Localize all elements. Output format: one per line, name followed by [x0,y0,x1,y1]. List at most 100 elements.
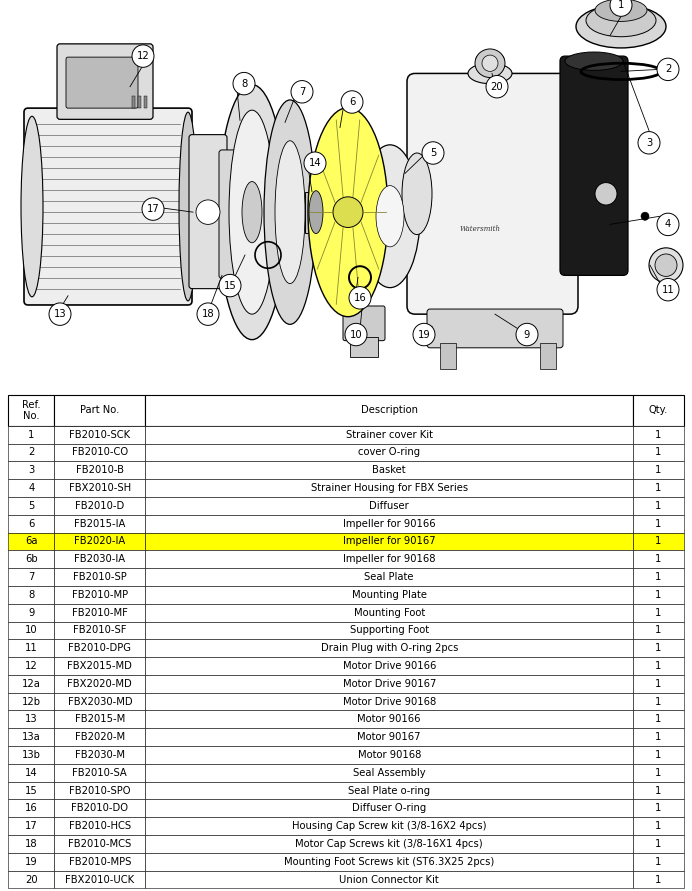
Text: Motor Drive 90167: Motor Drive 90167 [343,679,436,689]
Text: 1: 1 [655,519,662,528]
Text: Motor Drive 90168: Motor Drive 90168 [343,697,436,707]
Bar [633,551,684,568]
Bar [633,710,684,728]
Text: 12b: 12b [21,697,41,707]
Text: FB2010-D: FB2010-D [75,501,125,511]
Text: Motor Drive 90166: Motor Drive 90166 [343,661,436,671]
FancyBboxPatch shape [560,56,628,275]
Text: Strainer Housing for FBX Series: Strainer Housing for FBX Series [311,483,468,493]
Text: 11: 11 [25,643,37,653]
Ellipse shape [595,0,647,21]
Circle shape [657,213,679,235]
Text: 10: 10 [349,330,363,339]
Bar [633,746,684,764]
Text: 1: 1 [655,661,662,671]
Text: 12a: 12a [22,679,41,689]
Bar [145,426,633,444]
Text: Impeller for 90168: Impeller for 90168 [343,554,435,564]
Bar [54,871,145,888]
Text: 6: 6 [349,97,355,107]
Bar [54,728,145,746]
Text: FB2020-M: FB2020-M [75,732,125,742]
Text: Diffuser: Diffuser [370,501,409,511]
Circle shape [657,58,679,80]
Bar [633,515,684,533]
Text: 1: 1 [655,643,662,653]
Bar [440,343,456,369]
Bar [8,604,54,622]
Text: Impeller for 90166: Impeller for 90166 [343,519,435,528]
Text: 20: 20 [25,875,37,885]
Bar [145,551,633,568]
Text: FB2010-SCK: FB2010-SCK [69,429,130,439]
Text: 11: 11 [662,284,675,295]
Text: 1: 1 [655,697,662,707]
Bar [145,853,633,871]
Bar [633,674,684,692]
Circle shape [610,0,632,16]
Bar [633,728,684,746]
Ellipse shape [576,5,666,48]
Circle shape [291,80,313,103]
Text: 17: 17 [147,204,159,214]
Circle shape [341,91,363,113]
Ellipse shape [360,145,420,288]
Bar [145,497,633,515]
Text: 7: 7 [28,572,35,582]
Circle shape [486,76,508,98]
Bar [8,426,54,444]
Text: 2: 2 [665,64,671,74]
Bar [540,343,556,369]
Text: 9: 9 [524,330,530,339]
FancyBboxPatch shape [189,135,227,289]
Bar [8,746,54,764]
Text: Description: Description [361,405,418,415]
Text: Seal Plate o-ring: Seal Plate o-ring [348,786,430,796]
Text: Diffuser O-ring: Diffuser O-ring [352,804,426,813]
Text: 6a: 6a [25,536,37,546]
Bar [633,395,684,426]
Text: 1: 1 [618,0,624,10]
Text: 10: 10 [25,625,37,635]
Bar [54,657,145,674]
Text: 6: 6 [28,519,35,528]
Text: 1: 1 [655,429,662,439]
Text: 16: 16 [25,804,37,813]
Bar [633,568,684,586]
Circle shape [142,198,164,220]
Text: 1: 1 [655,750,662,760]
Bar [633,871,684,888]
Text: 1: 1 [655,554,662,564]
Bar [54,568,145,586]
Text: FBX2010-UCK: FBX2010-UCK [65,875,134,885]
Text: 19: 19 [25,857,37,867]
Bar [145,692,633,710]
Text: 13: 13 [54,309,66,319]
Text: 1: 1 [655,857,662,867]
Bar [54,551,145,568]
Text: 1: 1 [655,875,662,885]
Bar [54,515,145,533]
Circle shape [233,72,255,94]
Bar [633,692,684,710]
Bar [633,657,684,674]
Bar [145,835,633,853]
Text: Motor Cap Screws kit (3/8-16X1 4pcs): Motor Cap Screws kit (3/8-16X1 4pcs) [295,839,483,849]
Bar [633,853,684,871]
Text: 1: 1 [655,768,662,778]
Text: FBX2030-MD: FBX2030-MD [68,697,132,707]
Bar [145,764,633,781]
Text: 12: 12 [25,661,37,671]
Bar [54,674,145,692]
Text: 13: 13 [25,715,37,724]
Bar [145,604,633,622]
Bar [633,622,684,640]
Bar [54,746,145,764]
Bar [633,426,684,444]
Bar [54,835,145,853]
Circle shape [422,142,444,164]
FancyBboxPatch shape [407,73,578,315]
Ellipse shape [565,52,623,70]
Ellipse shape [475,49,505,78]
Bar [8,568,54,586]
